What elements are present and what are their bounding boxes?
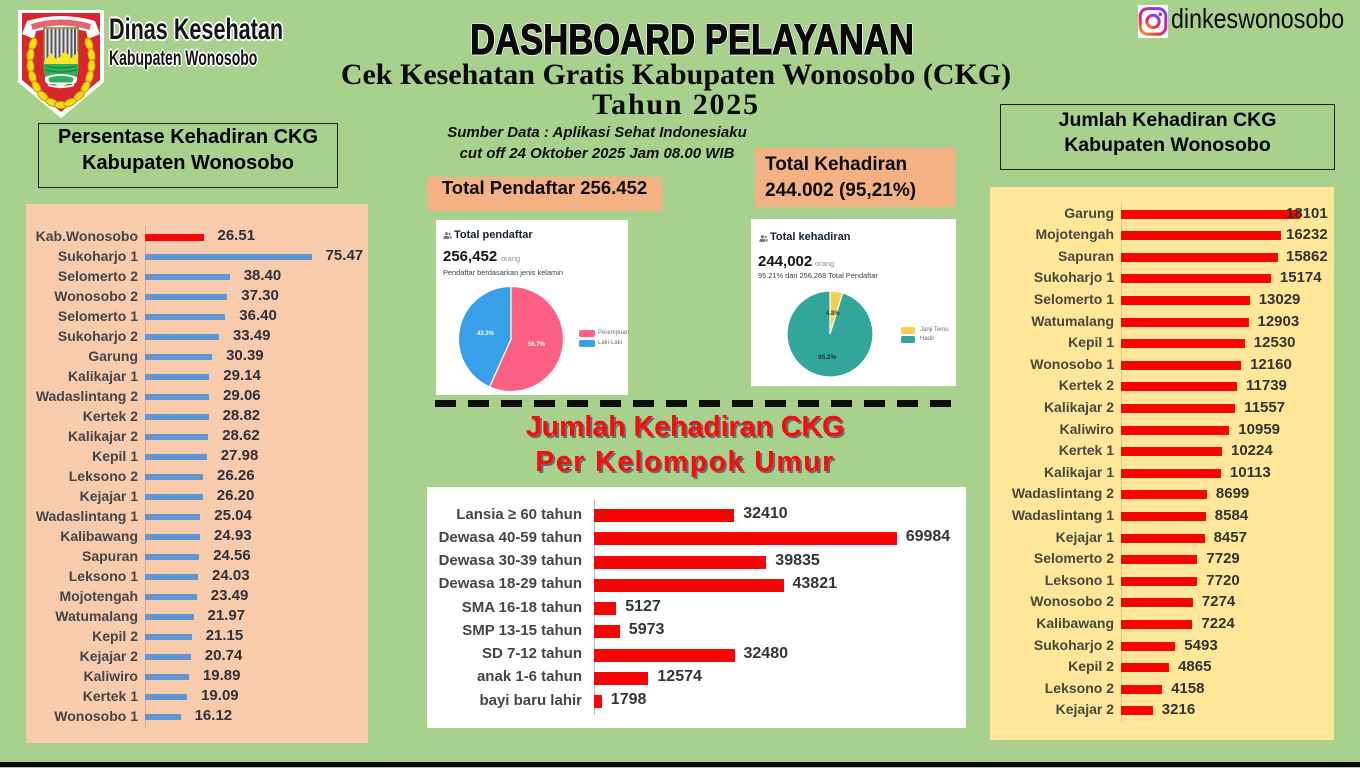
svg-text:56.7%: 56.7% [528,342,546,348]
svg-text:95.2%: 95.2% [818,354,837,361]
svg-text:4.8%: 4.8% [826,311,840,317]
svg-text:43.3%: 43.3% [477,331,495,337]
